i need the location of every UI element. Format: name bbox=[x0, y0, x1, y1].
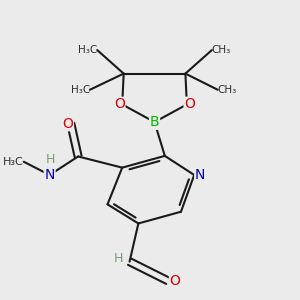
Text: O: O bbox=[184, 98, 195, 112]
Text: H: H bbox=[46, 153, 55, 166]
Text: H₃C: H₃C bbox=[3, 157, 24, 167]
Text: N: N bbox=[44, 168, 55, 182]
Text: O: O bbox=[114, 98, 125, 112]
Text: H₃C: H₃C bbox=[78, 45, 97, 55]
Text: CH₃: CH₃ bbox=[218, 85, 237, 95]
Text: H: H bbox=[114, 252, 123, 265]
Text: O: O bbox=[170, 274, 181, 288]
Text: H₃C: H₃C bbox=[70, 85, 90, 95]
Text: B: B bbox=[150, 115, 159, 129]
Text: O: O bbox=[62, 117, 73, 130]
Text: CH₃: CH₃ bbox=[212, 45, 231, 55]
Text: N: N bbox=[195, 168, 205, 182]
